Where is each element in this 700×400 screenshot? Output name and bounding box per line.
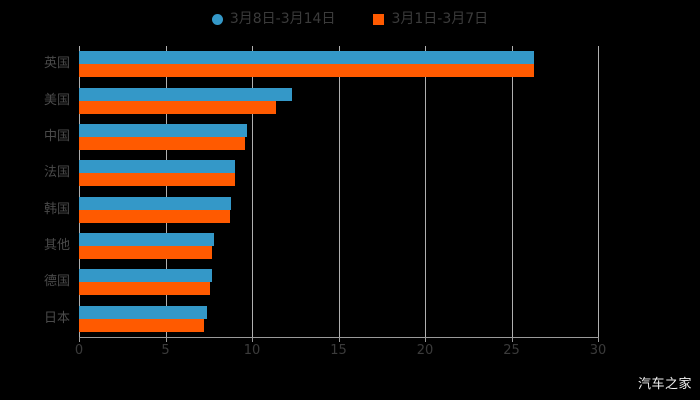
- x-tick-label: 30: [589, 343, 607, 358]
- x-tick-mark: [79, 337, 80, 342]
- legend-label: 3月1日-3月7日: [391, 11, 489, 27]
- y-axis-category-labels: 英国美国中国法国韩国其他德国日本: [0, 46, 70, 337]
- bar-德国-series2: [79, 282, 211, 296]
- bar-英国-series2: [79, 64, 534, 78]
- bar-日本-series1: [79, 305, 208, 319]
- x-tick-label: 0: [74, 343, 84, 358]
- bar-德国-series1: [79, 269, 213, 283]
- y-axis-label: 其他: [43, 238, 70, 254]
- y-axis-label: 法国: [43, 165, 70, 181]
- x-tick-label: 25: [503, 343, 520, 358]
- bar-法国-series1: [79, 160, 235, 174]
- bar-美国-series2: [79, 100, 277, 114]
- y-axis-label: 韩国: [43, 201, 70, 217]
- bar-韩国-series2: [79, 209, 230, 223]
- legend-entry[interactable]: 3月1日-3月7日: [373, 12, 488, 26]
- gridline: [511, 46, 513, 337]
- gridline: [425, 46, 426, 337]
- x-tick-mark: [425, 337, 426, 342]
- bar-其他-series1: [79, 233, 214, 247]
- x-tick-mark: [252, 337, 253, 342]
- legend-entry[interactable]: 3月8日-3月14日: [211, 11, 336, 27]
- legend-square-icon: [373, 13, 385, 25]
- y-axis-label: 德国: [43, 274, 70, 290]
- bar-其他-series2: [79, 246, 213, 260]
- x-tick-mark: [511, 337, 513, 342]
- x-tick-label: 15: [330, 343, 347, 358]
- gridline: [338, 46, 340, 337]
- x-tick-label: 10: [243, 343, 261, 358]
- watermark-label: 汽车之家: [637, 377, 692, 392]
- y-axis-label: 美国: [43, 92, 70, 108]
- bar-英国-series1: [79, 51, 534, 65]
- plot-area: [79, 46, 599, 337]
- x-tick-mark: [598, 337, 599, 342]
- chart-legend: 3月8日-3月14日 3月1日-3月7日: [0, 8, 700, 30]
- bar-中国-series2: [79, 136, 246, 150]
- legend-label: 3月8日-3月14日: [229, 11, 336, 27]
- bar-日本-series2: [79, 318, 204, 332]
- bar-中国-series1: [79, 123, 247, 137]
- y-axis-label: 英国: [43, 56, 70, 72]
- x-tick-mark: [338, 337, 340, 342]
- gridline: [165, 46, 167, 337]
- gridline: [79, 46, 80, 337]
- bar-法国-series2: [79, 173, 235, 187]
- bar-美国-series1: [79, 87, 292, 101]
- bar-韩国-series1: [79, 196, 232, 210]
- x-tick-mark: [165, 337, 167, 342]
- gridline: [252, 46, 253, 337]
- x-tick-label: 20: [416, 343, 434, 358]
- y-axis-label: 中国: [43, 128, 70, 144]
- y-axis-label: 日本: [43, 310, 70, 326]
- legend-circle-icon: [211, 13, 223, 25]
- x-tick-label: 5: [161, 343, 170, 358]
- gridline: [598, 46, 599, 337]
